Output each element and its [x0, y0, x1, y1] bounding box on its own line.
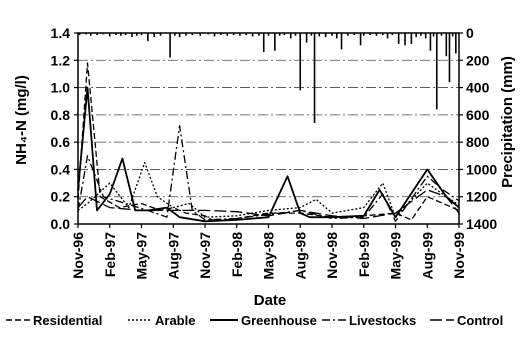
y2-tick-label: 400 [466, 80, 490, 96]
y-tick-label: 1.2 [51, 52, 71, 68]
y-tick-label: 0.2 [51, 189, 71, 205]
y2-tick-label: 200 [466, 52, 490, 68]
series-line-residential [77, 62, 460, 222]
x-tick-label: Nov-96 [70, 232, 86, 279]
y-tick-label: 0.8 [51, 107, 71, 123]
x-tick-label: Feb-98 [229, 232, 245, 277]
legend-label: Livestocks [349, 313, 416, 328]
precipitation-bars [78, 33, 457, 124]
y2-tick-label: 1200 [466, 189, 497, 205]
y2-axis-label: Precipitation (mm) [499, 56, 516, 188]
y2-tick-label: 800 [466, 134, 490, 150]
series-line-greenhouse [77, 86, 460, 223]
y-tick-label: 0.6 [51, 134, 71, 150]
series-lines [77, 62, 460, 223]
x-axis-label: Date [254, 292, 287, 309]
y-axis-ticks: 0.0 0.2 0.4 0.6 0.8 1.0 1.2 1.4 [51, 25, 78, 232]
legend-label: Residential [33, 313, 102, 328]
x-tick-label: May-97 [134, 232, 150, 280]
series-line-livestocks [77, 125, 460, 222]
grid [78, 59, 459, 198]
x-tick-label: Aug-98 [292, 232, 308, 280]
y-tick-label: 0.4 [51, 161, 71, 177]
y2-axis-ticks: 0 200 400 600 800 1000 1200 1400 [459, 25, 497, 232]
y-tick-label: 0.0 [51, 216, 71, 232]
x-tick-label: Nov-97 [197, 232, 213, 279]
legend-label: Greenhouse [241, 313, 317, 328]
x-axis-ticks: Nov-96 Feb-97 May-97 Aug-97 Nov-97 Feb-98 May-… [70, 224, 467, 279]
x-tick-label: Feb-99 [356, 232, 372, 277]
plot-frame [77, 32, 460, 225]
legend-label: Arable [155, 313, 195, 328]
series-line-control [77, 189, 460, 220]
y-axis-label: NH₄-N (mg/l) [13, 75, 30, 165]
legend-label: Control [457, 313, 503, 328]
y2-tick-label: 1400 [466, 216, 497, 232]
y2-tick-label: 1000 [466, 161, 497, 177]
x-tick-label: May-99 [388, 232, 404, 280]
y-tick-label: 1.0 [51, 80, 71, 96]
x-tick-label: Feb-97 [102, 232, 118, 277]
y2-tick-label: 0 [466, 25, 474, 41]
x-tick-label: Aug-97 [165, 232, 181, 280]
x-tick-label: Nov-99 [451, 232, 467, 279]
y2-tick-label: 600 [466, 107, 490, 123]
y-tick-label: 1.4 [51, 25, 71, 41]
x-tick-label: Aug-99 [419, 232, 435, 280]
legend: Residential Arable Greenhouse Livestocks Con… [6, 313, 503, 328]
x-tick-label: May-98 [261, 232, 277, 280]
x-tick-label: Nov-98 [324, 232, 340, 279]
